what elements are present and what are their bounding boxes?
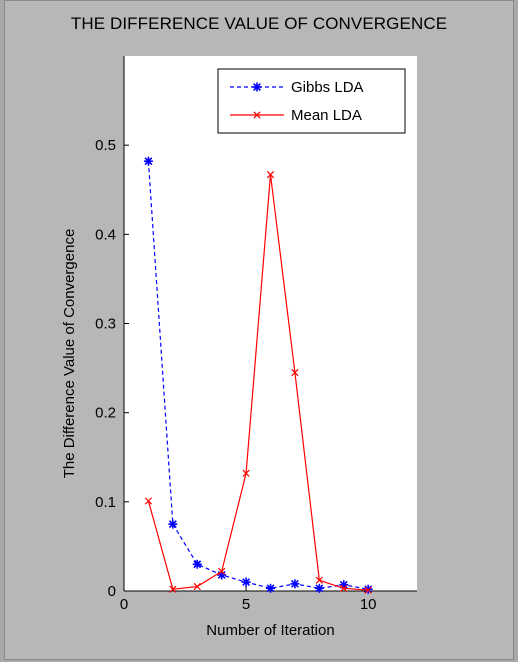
data-point <box>218 567 226 576</box>
marker-stroke <box>144 157 153 166</box>
marker-stroke <box>193 582 201 591</box>
x-tick-label: 10 <box>360 596 377 613</box>
marker-stroke <box>340 584 348 592</box>
data-point <box>266 583 275 593</box>
y-tick-label: 0.2 <box>95 405 116 422</box>
x-tick-label: 0 <box>120 596 128 613</box>
series-line <box>147 161 369 590</box>
marker-stroke <box>364 585 373 594</box>
marker-stroke <box>168 520 177 529</box>
y-tick-label: 0.5 <box>95 137 116 154</box>
marker-stroke <box>266 584 275 593</box>
marker-stroke <box>242 578 251 587</box>
marker-stroke <box>193 560 202 569</box>
axes: 0 5 10 0 0.1 0.2 0.3 0.4 0.5 <box>95 56 417 613</box>
series-mean-lda <box>144 170 372 594</box>
data-point <box>242 469 250 477</box>
legend-label: Mean LDA <box>291 107 362 124</box>
data-point <box>241 577 251 587</box>
marker-stroke <box>315 576 323 584</box>
legend-marker <box>253 111 261 119</box>
marker-stroke <box>253 111 261 119</box>
data-point <box>192 559 202 569</box>
data-point <box>340 584 348 592</box>
y-axis-label: The Difference Value of Convergence <box>61 229 78 479</box>
data-point <box>266 170 275 179</box>
marker-stroke <box>291 368 299 377</box>
data-point <box>363 584 373 594</box>
series-group <box>143 156 373 594</box>
y-tick-label: 0.1 <box>95 494 116 511</box>
data-point <box>291 368 299 377</box>
series-line <box>147 174 369 591</box>
marker-stroke <box>218 567 226 576</box>
legend-box <box>217 68 406 134</box>
y-tick-label: 0 <box>108 583 116 600</box>
y-tick-label: 0.3 <box>95 316 116 333</box>
data-point <box>144 497 153 505</box>
marker-stroke <box>242 469 250 477</box>
data-point <box>193 582 201 591</box>
x-axis-label: Number of Iteration <box>206 622 334 639</box>
marker-stroke <box>315 584 324 593</box>
marker-stroke <box>290 579 299 588</box>
data-point <box>169 585 177 593</box>
marker-stroke <box>217 571 226 579</box>
data-point <box>315 576 323 584</box>
marker-stroke <box>266 170 275 179</box>
marker-stroke <box>364 586 372 594</box>
marker-stroke <box>169 585 177 593</box>
data-point <box>364 586 372 594</box>
legend-label: Gibbs LDA <box>291 79 364 96</box>
x-tick-label: 5 <box>242 596 250 613</box>
legend-item: Gibbs LDA <box>230 79 364 96</box>
legend: Gibbs LDA Mean LDA <box>217 68 406 134</box>
data-point <box>290 579 300 589</box>
series-gibbs-lda <box>143 156 373 594</box>
data-point <box>143 156 153 166</box>
y-tick-label: 0.4 <box>95 226 116 243</box>
plot-area <box>124 56 417 591</box>
data-point <box>168 519 178 529</box>
marker-stroke <box>144 497 153 505</box>
chart-title: THE DIFFERENCE VALUE OF CONVERGENCE <box>70 14 448 33</box>
legend-item: Mean LDA <box>230 107 362 124</box>
data-point <box>314 583 324 593</box>
marker-stroke <box>253 83 261 91</box>
legend-marker <box>252 82 262 92</box>
